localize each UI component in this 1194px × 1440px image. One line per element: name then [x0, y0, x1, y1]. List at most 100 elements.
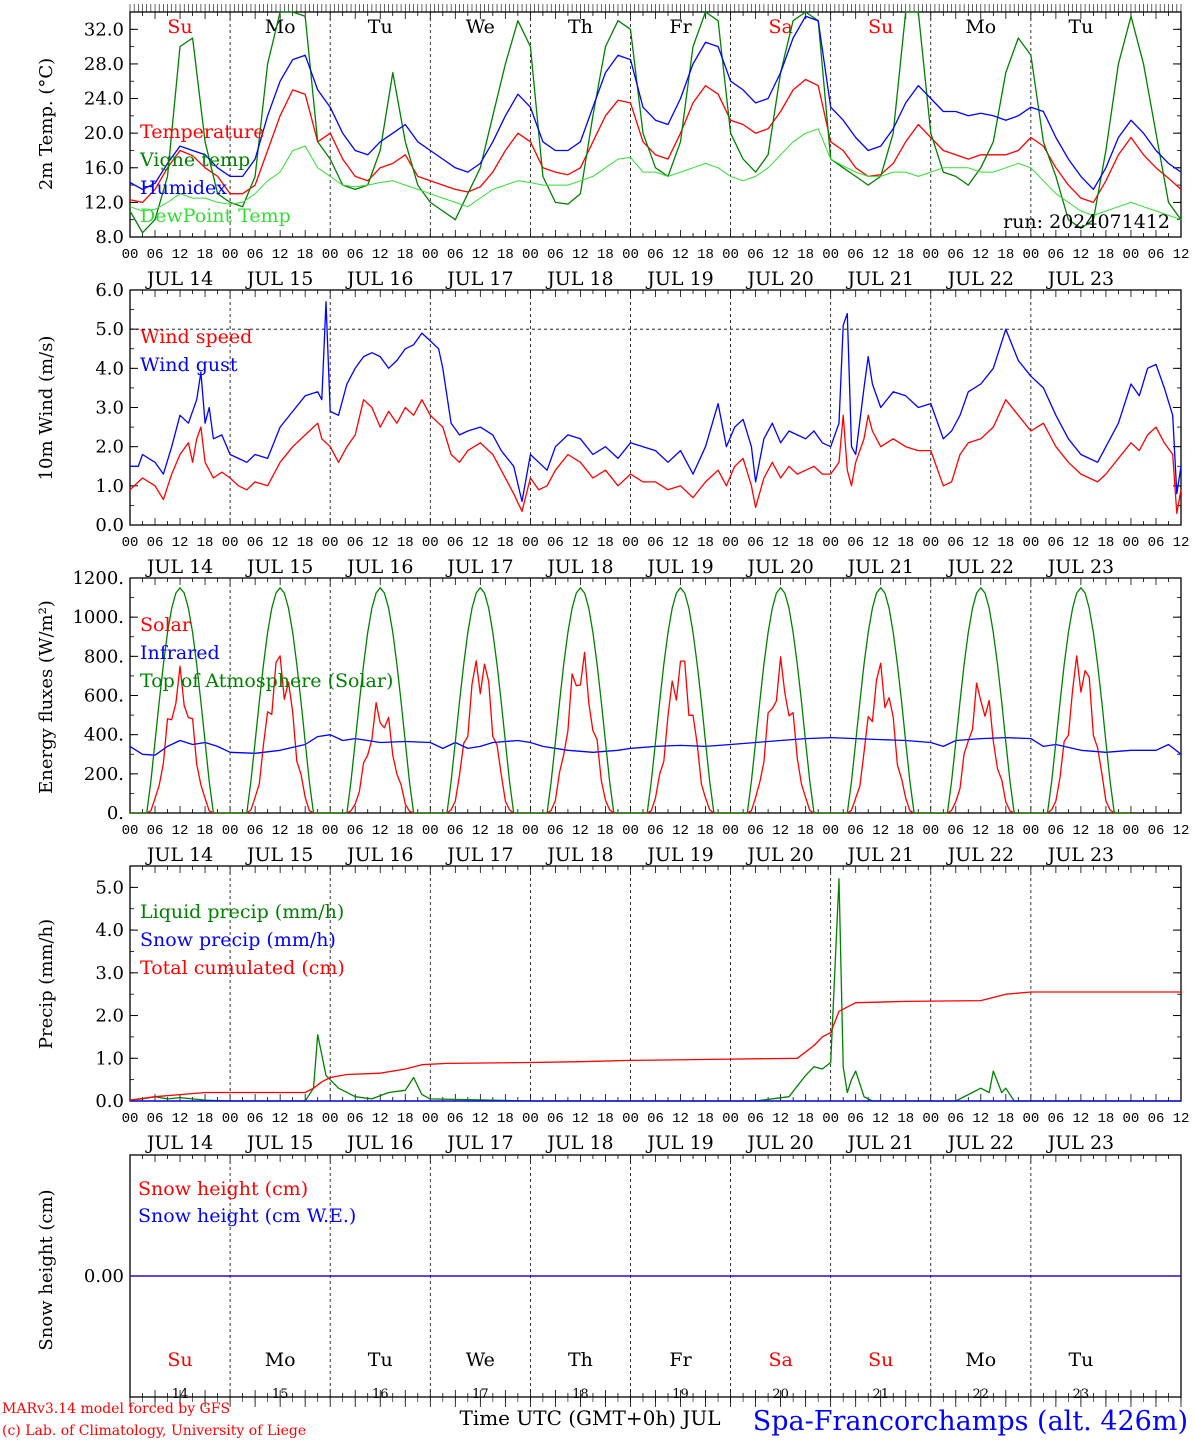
x-hour-label: 00 — [1022, 823, 1039, 839]
x-date-label: JUL 19 — [645, 268, 713, 290]
x-axis: 00 06 12 18 00 06 12 18 00 06 12 18 00 06 12 18 00 06 12 18… — [122, 535, 1190, 578]
x-hour-label: 18 — [897, 1111, 914, 1127]
x-hour-label: 00 — [122, 535, 139, 551]
panel-2: 0.0 1.0 2.0 3.0 4.0 5.0 6.0 10m Wind (m/s) 00 06 1… — [36, 280, 1189, 578]
x-hour-label: 00 — [622, 535, 639, 551]
weekday-label: Su — [868, 16, 893, 38]
x-hour-label: 18 — [897, 535, 914, 551]
x-hour-label: 06 — [347, 1111, 364, 1127]
weekday-label: Mo — [965, 16, 996, 38]
x-hour-label: 18 — [297, 247, 314, 263]
x-hour-label: 06 — [147, 1111, 164, 1127]
x-date-label: JUL 20 — [745, 844, 813, 866]
x-hour-label: 06 — [947, 823, 964, 839]
x-hour-label: 00 — [322, 535, 339, 551]
x-hour-label: 18 — [997, 1111, 1014, 1127]
x-hour-label: 18 — [397, 1111, 414, 1127]
x-day-number: 16 — [372, 1387, 389, 1402]
plot-frame — [129, 577, 1182, 814]
x-hour-label: 00 — [1022, 1111, 1039, 1127]
x-hour-label: 18 — [997, 535, 1014, 551]
x-date-label: JUL 21 — [845, 1132, 913, 1154]
x-hour-label: 18 — [797, 823, 814, 839]
x-hour-label: 18 — [597, 823, 614, 839]
x-hour-label: 06 — [247, 535, 264, 551]
x-hour-label: 06 — [547, 535, 564, 551]
weekday-label: Su — [167, 16, 192, 38]
y-tick-label: 5.0 — [95, 319, 124, 340]
x-hour-label: 18 — [397, 247, 414, 263]
weekday-label: Fr — [669, 1349, 692, 1371]
x-hour-label: 12 — [1173, 535, 1190, 551]
x-date-label: JUL 16 — [345, 556, 413, 578]
x-date-label: JUL 23 — [1046, 1132, 1114, 1154]
panels: 8.0 12.0 16.0 20.0 24.0 28.0 32.0 2m Temp. (°C)… — [36, 4, 1189, 1407]
x-day-number: 18 — [572, 1387, 589, 1402]
y-axis-label: 10m Wind (m/s) — [36, 336, 57, 481]
x-hour-label: 12 — [172, 823, 189, 839]
weekday-label: Mo — [965, 1349, 996, 1371]
weekday-label: Tu — [368, 16, 393, 38]
series-line-top-of-atmosphere-solar- — [130, 587, 1131, 814]
x-hour-label: 00 — [222, 535, 239, 551]
x-hour-label: 18 — [997, 823, 1014, 839]
weekday-label: We — [466, 16, 495, 38]
x-hour-label: 12 — [272, 823, 289, 839]
x-date-label: JUL 14 — [145, 556, 213, 578]
x-hour-label: 18 — [1098, 1111, 1115, 1127]
x-hour-label: 06 — [647, 247, 664, 263]
x-hour-label: 06 — [1148, 1111, 1165, 1127]
x-hour-label: 12 — [272, 247, 289, 263]
x-hour-label: 18 — [497, 535, 514, 551]
y-axis-label: Precip (mm/h) — [36, 919, 57, 1049]
x-hour-label: 18 — [797, 535, 814, 551]
x-hour-label: 00 — [322, 823, 339, 839]
x-hour-label: 00 — [322, 1111, 339, 1127]
series-group — [129, 587, 1182, 814]
x-hour-label: 00 — [922, 1111, 939, 1127]
x-axis: 00 06 12 18 00 06 12 18 00 06 12 18 00 06 12 18 00 06 12 18… — [122, 247, 1190, 290]
x-hour-label: 12 — [672, 535, 689, 551]
legend: Temperature Vigne temp Humidex DewPoint Tem… — [139, 121, 291, 227]
x-hour-label: 00 — [1123, 535, 1140, 551]
x-hour-label: 18 — [497, 247, 514, 263]
x-date-label: JUL 22 — [946, 556, 1014, 578]
x-hour-label: 06 — [347, 823, 364, 839]
x-date-label: JUL 17 — [445, 268, 513, 290]
x-hour-label: 00 — [722, 247, 739, 263]
x-hour-label: 18 — [297, 535, 314, 551]
x-date-label: JUL 23 — [1046, 556, 1114, 578]
x-date-label: JUL 16 — [345, 844, 413, 866]
x-hour-label: 00 — [522, 535, 539, 551]
y-tick-label: 0.00 — [84, 1266, 124, 1287]
x-hour-label: 00 — [922, 247, 939, 263]
x-hour-label: 00 — [1123, 247, 1140, 263]
x-day-number: 19 — [672, 1387, 689, 1402]
x-hour-label: 06 — [747, 247, 764, 263]
y-tick-label: 12.0 — [84, 192, 124, 213]
series-group — [129, 878, 1181, 1102]
x-hour-label: 06 — [1047, 1111, 1064, 1127]
series-group — [129, 11, 1182, 234]
x-hour-label: 18 — [397, 823, 414, 839]
x-hour-label: 12 — [172, 535, 189, 551]
x-date-label: JUL 18 — [545, 268, 613, 290]
x-date-label: JUL 14 — [145, 1132, 213, 1154]
series-group — [129, 301, 1182, 514]
x-hour-label: 00 — [822, 535, 839, 551]
x-hour-label: 06 — [247, 247, 264, 263]
x-hour-label: 18 — [297, 823, 314, 839]
x-date-label: JUL 18 — [545, 1132, 613, 1154]
legend-entry: DewPoint Temp — [140, 205, 291, 227]
x-date-label: JUL 21 — [845, 556, 913, 578]
series-line-temperature — [129, 78, 1182, 204]
y-tick-label: 32.0 — [84, 19, 124, 40]
x-hour-label: 12 — [1173, 1111, 1190, 1127]
y-tick-label: 0. — [107, 803, 124, 824]
x-hour-label: 00 — [822, 1111, 839, 1127]
series-line-wind-speed — [129, 399, 1182, 514]
x-hour-label: 00 — [722, 535, 739, 551]
x-date-label: JUL 18 — [545, 844, 613, 866]
x-hour-label: 00 — [1022, 535, 1039, 551]
